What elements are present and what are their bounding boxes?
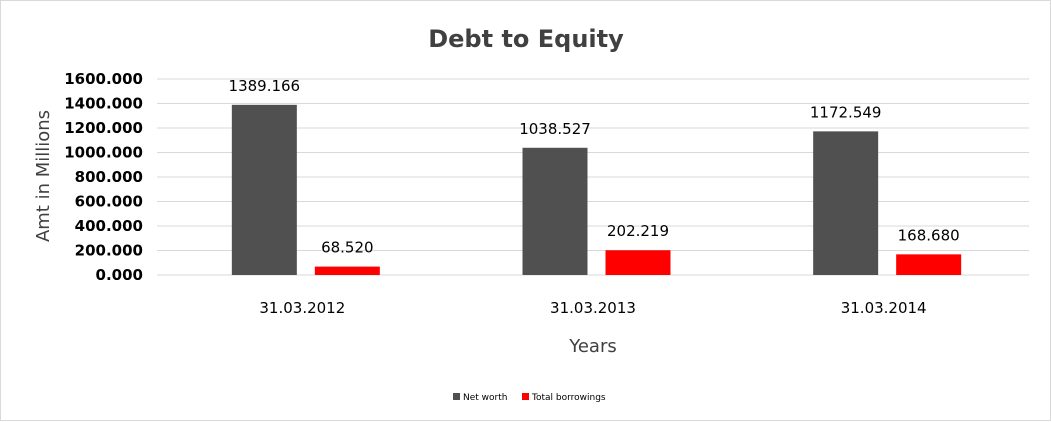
- bar-net-worth: [522, 147, 588, 275]
- legend-label: Total borrowings: [531, 393, 606, 403]
- legend-swatch: [453, 393, 460, 400]
- y-tick-label: 200.000: [75, 242, 143, 260]
- y-tick-label: 1600.000: [64, 70, 143, 88]
- data-label: 1172.549: [810, 103, 882, 121]
- x-axis-title: Years: [568, 336, 617, 357]
- bar-total-borrowings: [314, 266, 380, 275]
- legend-swatch: [522, 393, 529, 400]
- y-tick-label: 1200.000: [64, 119, 143, 137]
- x-tick-label: 31.03.2012: [259, 299, 345, 317]
- chart-title: Debt to Equity: [428, 25, 624, 53]
- bars: [231, 104, 962, 275]
- gridlines: [157, 78, 1029, 276]
- y-tick-label: 800.000: [75, 168, 143, 186]
- x-tick-label: 31.03.2013: [550, 299, 636, 317]
- y-tick-label: 600.000: [75, 193, 143, 211]
- data-label: 168.680: [898, 226, 960, 244]
- y-axis-title: Amt in Millions: [33, 110, 54, 242]
- x-axis-ticks: 31.03.2012 31.03.2013 31.03.2014: [259, 299, 926, 317]
- y-tick-label: 400.000: [75, 217, 143, 235]
- bar-total-borrowings: [605, 250, 671, 275]
- data-label: 68.520: [321, 239, 374, 257]
- y-tick-label: 0.000: [96, 266, 143, 284]
- legend-label: Net worth: [463, 393, 507, 403]
- data-label: 1038.527: [519, 120, 591, 138]
- bar-total-borrowings: [896, 254, 962, 275]
- data-label: 202.219: [607, 222, 669, 240]
- data-label: 1389.166: [229, 77, 301, 95]
- data-labels: 1389.166 68.520 1038.527 202.219 1172.549 168…: [229, 77, 960, 257]
- x-tick-label: 31.03.2014: [841, 299, 927, 317]
- legend: Net worth Total borrowings: [453, 393, 606, 403]
- bar-net-worth: [231, 104, 297, 275]
- y-tick-label: 1400.000: [64, 95, 143, 113]
- y-axis-ticks: 0.000 200.000 400.000 600.000 800.000 1000.00…: [64, 70, 143, 284]
- y-tick-label: 1000.000: [64, 144, 143, 162]
- bar-net-worth: [813, 131, 879, 275]
